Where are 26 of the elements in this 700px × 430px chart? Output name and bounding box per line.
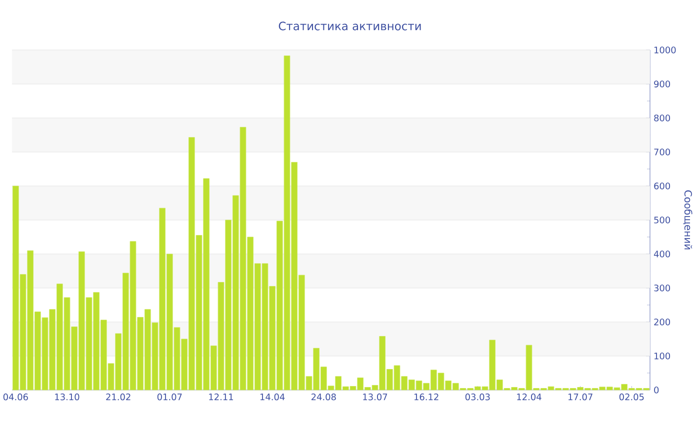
x-tick-label: 13.07 — [363, 394, 388, 400]
x-tick-label: 16.12 — [414, 394, 438, 400]
y-tick-label: 300 — [654, 284, 670, 292]
y-tick-label: 1000 — [654, 46, 676, 54]
x-tick-label: 04.06 — [3, 394, 28, 400]
y-tick-label: 0 — [654, 386, 659, 394]
x-tick-label: 01.07 — [157, 394, 182, 400]
y-tick-label: 900 — [654, 80, 670, 88]
x-tick-label: 03.03 — [465, 394, 490, 400]
x-tick-label: 12.04 — [517, 394, 542, 400]
x-tick-label: 12.11 — [209, 394, 233, 400]
x-tick-label: 13.10 — [55, 394, 80, 400]
x-tick-label: 21.02 — [106, 394, 130, 400]
y-tick-label: 200 — [654, 318, 670, 326]
x-tick-label: 24.08 — [311, 394, 336, 400]
x-tick-label: 02.05 — [619, 394, 644, 400]
y-tick-label: 400 — [654, 250, 670, 258]
x-tick-label: 17.07 — [568, 394, 592, 400]
x-tick-label: 14.04 — [260, 394, 285, 400]
y-tick-label: 700 — [654, 148, 670, 156]
y-tick-label: 100 — [654, 352, 670, 360]
y-axis-title: Сообщений — [683, 190, 692, 250]
y-tick-label: 500 — [654, 216, 670, 224]
chart-title: Статистика активности — [278, 22, 421, 30]
y-tick-label: 600 — [654, 182, 670, 190]
y-tick-label: 800 — [654, 114, 670, 122]
